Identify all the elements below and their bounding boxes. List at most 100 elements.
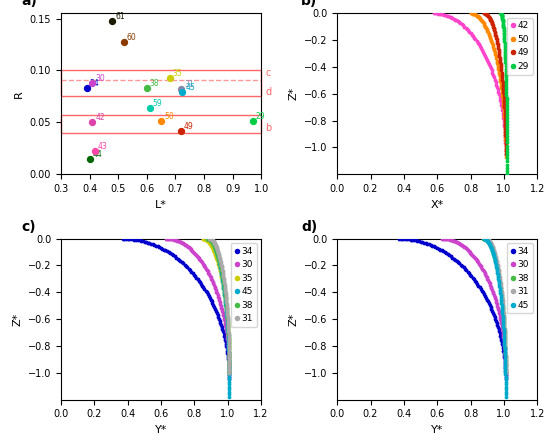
Point — [209, 301, 218, 309]
Point — [173, 238, 182, 245]
Point — [478, 18, 487, 25]
Point — [225, 367, 234, 374]
Point — [215, 260, 224, 267]
Point — [218, 281, 227, 289]
Point — [168, 252, 177, 259]
Point — [499, 308, 507, 315]
Point — [486, 65, 495, 72]
Point — [208, 278, 217, 285]
Point — [499, 312, 508, 319]
Point — [476, 262, 485, 270]
Point — [224, 350, 233, 357]
Point — [485, 238, 494, 245]
Point — [497, 289, 506, 297]
Point — [220, 334, 229, 341]
Point — [207, 237, 216, 244]
Point — [220, 281, 229, 289]
Point — [499, 331, 507, 338]
Point — [223, 315, 232, 322]
Point — [203, 235, 212, 242]
Point — [481, 271, 490, 278]
Point — [217, 275, 226, 282]
Point — [207, 237, 216, 244]
Point — [218, 271, 227, 278]
Point — [499, 88, 508, 95]
Point — [498, 298, 507, 305]
Point — [490, 27, 499, 34]
Point — [495, 309, 504, 317]
Point — [501, 354, 510, 361]
Point — [492, 34, 501, 41]
Point — [225, 371, 234, 378]
Point — [409, 237, 418, 244]
Point — [495, 278, 504, 285]
Point — [490, 249, 499, 256]
Point — [221, 288, 230, 295]
Point — [223, 321, 232, 329]
Point — [196, 256, 205, 263]
Point — [460, 244, 469, 251]
Point — [501, 350, 510, 357]
Point — [447, 14, 455, 21]
Point — [496, 10, 505, 17]
Point — [487, 245, 496, 252]
Point — [492, 255, 501, 262]
Point — [479, 268, 488, 275]
Point — [464, 247, 473, 254]
Point — [480, 10, 489, 17]
Point — [224, 348, 233, 355]
Point — [503, 164, 512, 171]
Point — [493, 302, 501, 309]
Point — [498, 297, 507, 304]
Point — [218, 269, 227, 276]
Point — [223, 317, 232, 325]
Point — [499, 300, 507, 307]
Point — [223, 308, 232, 315]
Point — [193, 276, 202, 283]
Point — [213, 258, 222, 265]
Point — [496, 277, 505, 284]
Point — [417, 238, 425, 245]
Point — [452, 258, 461, 265]
Point — [499, 308, 508, 315]
Point — [496, 288, 505, 295]
Point — [225, 363, 234, 370]
Point — [468, 251, 476, 258]
Point — [225, 386, 234, 393]
Point — [489, 252, 498, 259]
Point — [497, 300, 506, 307]
Point — [187, 246, 196, 254]
Point — [489, 250, 498, 257]
Point — [213, 250, 222, 258]
Point — [223, 319, 232, 326]
Point — [458, 242, 466, 249]
Point — [219, 283, 228, 290]
Point — [214, 253, 223, 260]
Point — [491, 259, 500, 266]
Point — [491, 254, 500, 261]
Point — [424, 241, 433, 248]
Point — [494, 275, 503, 282]
Point — [500, 96, 509, 103]
Point — [208, 239, 217, 246]
Point — [437, 247, 446, 254]
Point — [501, 367, 510, 374]
Point — [202, 289, 211, 296]
Point — [222, 312, 231, 319]
Point — [485, 15, 494, 22]
Point — [499, 304, 507, 311]
Point — [212, 248, 221, 255]
Point — [223, 317, 232, 325]
Point — [501, 126, 510, 133]
Point — [211, 246, 220, 253]
Point — [404, 236, 413, 243]
Point — [224, 354, 233, 361]
Point — [212, 309, 221, 317]
Point — [498, 312, 507, 319]
Point — [501, 376, 510, 383]
Bar — [61, 71, 261, 96]
Point — [213, 311, 222, 318]
Point — [491, 297, 500, 304]
Point — [206, 236, 214, 243]
Point — [214, 258, 223, 265]
